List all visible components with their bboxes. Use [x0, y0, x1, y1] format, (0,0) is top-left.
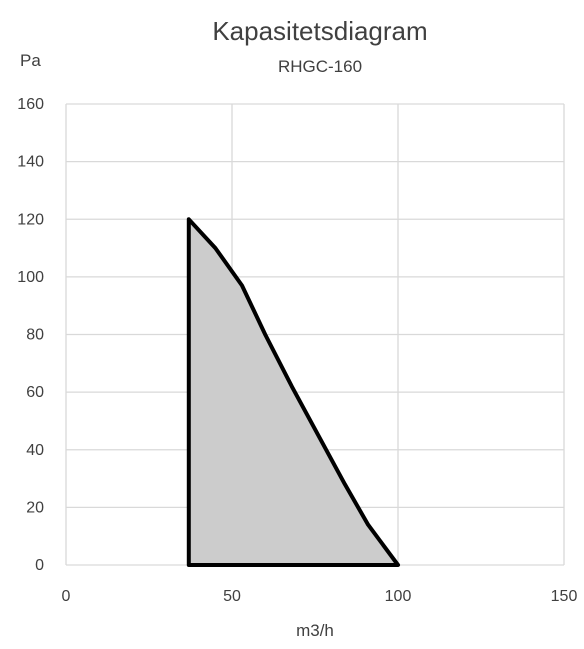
x-tick-label-0: 0: [62, 588, 71, 605]
x-tick-label-50: 50: [223, 588, 241, 605]
y-tick-label-160: 160: [17, 96, 44, 113]
x-tick-label-150: 150: [551, 588, 578, 605]
y-tick-label-60: 60: [26, 384, 44, 401]
plot-area: [186, 217, 400, 567]
y-tick-label-140: 140: [17, 154, 44, 171]
chart-title: Kapasitetsdiagram: [212, 16, 427, 46]
chart-subtitle: RHGC-160: [278, 57, 362, 76]
capacity-area-0: [186, 217, 400, 567]
y-tick-label-80: 80: [26, 327, 44, 344]
y-tick-label-120: 120: [17, 211, 44, 228]
y-tick-label-40: 40: [26, 442, 44, 459]
y-tick-label-20: 20: [26, 499, 44, 516]
y-tick-label-100: 100: [17, 269, 44, 286]
x-axis-label: m3/h: [296, 621, 334, 640]
x-tick-label-100: 100: [385, 588, 412, 605]
y-tick-label-0: 0: [35, 557, 44, 574]
grid-lines: [65, 103, 565, 566]
y-axis-label: Pa: [20, 51, 41, 70]
tick-labels: 0 20 40 60 80 100 120 140 160 0 50 100 150: [17, 96, 577, 605]
